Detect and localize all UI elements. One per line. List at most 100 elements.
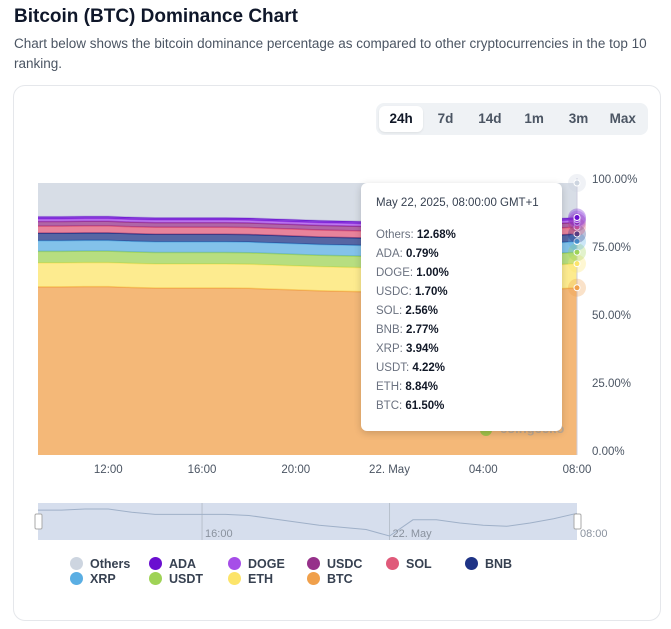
- tooltip-series-name: SOL:: [376, 305, 406, 317]
- marker-xrp: [573, 237, 581, 245]
- legend-label: SOL: [406, 556, 432, 571]
- page-title: Bitcoin (BTC) Dominance Chart: [14, 6, 298, 27]
- tooltip-row-eth: ETH: 8.84%: [376, 381, 547, 400]
- legend-dot-icon: [149, 557, 162, 570]
- legend-dot-icon: [307, 557, 320, 570]
- legend-dot-icon: [307, 572, 320, 585]
- legend-item-ada[interactable]: ADA: [149, 556, 228, 571]
- legend-dot-icon: [386, 557, 399, 570]
- area-doge: [38, 218, 577, 229]
- marker-others: [573, 179, 581, 187]
- y-tick-label: 25.00%: [592, 378, 631, 390]
- marker-usdt: [573, 248, 581, 256]
- navigator-tick-label: 08:00: [580, 528, 608, 540]
- legend-item-usdc[interactable]: USDC: [307, 556, 386, 571]
- tooltip-series-name: XRP:: [376, 343, 407, 355]
- legend-label: XRP: [90, 571, 116, 586]
- navigator-tick-label: 22. May: [393, 528, 433, 540]
- x-tick-label: 22. May: [369, 464, 410, 476]
- navigator-handle-right[interactable]: [573, 513, 582, 530]
- legend-item-eth[interactable]: ETH: [228, 571, 307, 586]
- legend-label: USDC: [327, 556, 363, 571]
- tooltip-row-others: Others: 12.68%: [376, 229, 547, 248]
- marker-bnb: [573, 230, 581, 238]
- legend-dot-icon: [228, 557, 241, 570]
- range-tab-3m[interactable]: 3m: [568, 111, 589, 126]
- tooltip-date: May 22, 2025, 08:00:00 GMT+1: [376, 197, 539, 209]
- tooltip-series-value: 4.22%: [412, 362, 446, 374]
- y-tick-label: 50.00%: [592, 310, 631, 322]
- tooltip-series-value: 3.94%: [406, 343, 439, 355]
- legend-dot-icon: [228, 572, 241, 585]
- tooltip-series-name: ETH:: [376, 381, 406, 393]
- y-tick-label: 0.00%: [592, 446, 625, 458]
- legend-label: USDT: [169, 571, 204, 586]
- tooltip-series-value: 8.84%: [405, 381, 438, 393]
- tooltip-row-sol: SOL: 2.56%: [376, 305, 547, 324]
- legend-dot-icon: [465, 557, 478, 570]
- x-tick-label: 08:00: [563, 464, 592, 476]
- legend-label: Others: [90, 556, 131, 571]
- legend-item-bnb[interactable]: BNB: [465, 556, 544, 571]
- tooltip-row-usdt: USDT: 4.22%: [376, 362, 547, 381]
- legend-item-sol[interactable]: SOL: [386, 556, 465, 571]
- x-tick-label: 04:00: [469, 464, 498, 476]
- legend-item-usdt[interactable]: USDT: [149, 571, 228, 586]
- tooltip-series-name: USDC:: [376, 286, 415, 298]
- tooltip-row-xrp: XRP: 3.94%: [376, 343, 547, 362]
- marker-btc: [573, 284, 581, 292]
- navigator-window: [38, 503, 577, 540]
- tooltip-row-btc: BTC: 61.50%: [376, 400, 547, 419]
- tooltip-series-value: 61.50%: [405, 400, 445, 412]
- legend-label: ADA: [169, 556, 197, 571]
- tooltip-series-value: 1.00%: [416, 267, 449, 279]
- x-tick-label: 12:00: [94, 464, 123, 476]
- tooltip-row-usdc: USDC: 1.70%: [376, 286, 547, 305]
- tooltip-series-value: 1.70%: [414, 286, 448, 298]
- tooltip-series-value: 2.56%: [405, 305, 439, 317]
- tooltip-series-name: Others:: [376, 229, 417, 241]
- tooltip-series-value: 2.77%: [406, 324, 439, 336]
- range-selector: 24h 7d 14d 1m 3m Max: [376, 103, 648, 135]
- range-tab-max[interactable]: Max: [609, 111, 636, 126]
- tooltip-series-name: DOGE:: [376, 267, 417, 279]
- y-tick-label: 100.00%: [592, 174, 637, 186]
- legend-dot-icon: [149, 572, 162, 585]
- legend-label: BTC: [327, 571, 353, 586]
- tooltip-series-name: ADA:: [376, 248, 407, 260]
- tooltip-row-ada: ADA: 0.79%: [376, 248, 547, 267]
- tooltip-series-name: USDT:: [376, 362, 413, 374]
- range-tab-7d[interactable]: 7d: [437, 111, 454, 126]
- navigator-handle-left[interactable]: [34, 513, 43, 530]
- tooltip-series-value: 0.79%: [406, 248, 439, 260]
- navigator-line: [38, 508, 578, 537]
- legend-item-others[interactable]: Others: [70, 556, 149, 571]
- legend-label: ETH: [248, 571, 273, 586]
- chart-legend: Others ADA DOGE USDC SOL BNB XRP USDT ETH BTC: [70, 556, 610, 586]
- range-tab-24h[interactable]: 24h: [379, 106, 424, 132]
- x-tick-label: 16:00: [188, 464, 217, 476]
- legend-item-btc[interactable]: BTC: [307, 571, 386, 586]
- tooltip-series-value: 12.68%: [416, 229, 456, 241]
- legend-item-xrp[interactable]: XRP: [70, 571, 149, 586]
- legend-dot-icon: [70, 572, 83, 585]
- range-tab-1m[interactable]: 1m: [524, 111, 544, 126]
- legend-label: DOGE: [248, 556, 285, 571]
- x-tick-label: 20:00: [281, 464, 310, 476]
- chart-tooltip: May 22, 2025, 08:00:00 GMT+1 Others: 12.…: [361, 183, 562, 431]
- marker-eth: [573, 260, 581, 268]
- marker-ada: [573, 213, 581, 221]
- range-tab-14d[interactable]: 14d: [478, 111, 502, 126]
- area-usdc: [38, 221, 577, 233]
- legend-dot-icon: [70, 557, 83, 570]
- legend-label: BNB: [485, 556, 513, 571]
- y-tick-label: 75.00%: [592, 242, 631, 254]
- tooltip-row-bnb: BNB: 2.77%: [376, 324, 547, 343]
- page-description: Chart below shows the bitcoin dominance …: [14, 36, 647, 71]
- legend-item-doge[interactable]: DOGE: [228, 556, 307, 571]
- tooltip-series-name: BTC:: [376, 400, 406, 412]
- navigator-tick-label: 16:00: [205, 528, 233, 540]
- chart-card: [13, 85, 661, 621]
- area-ada: [38, 216, 577, 226]
